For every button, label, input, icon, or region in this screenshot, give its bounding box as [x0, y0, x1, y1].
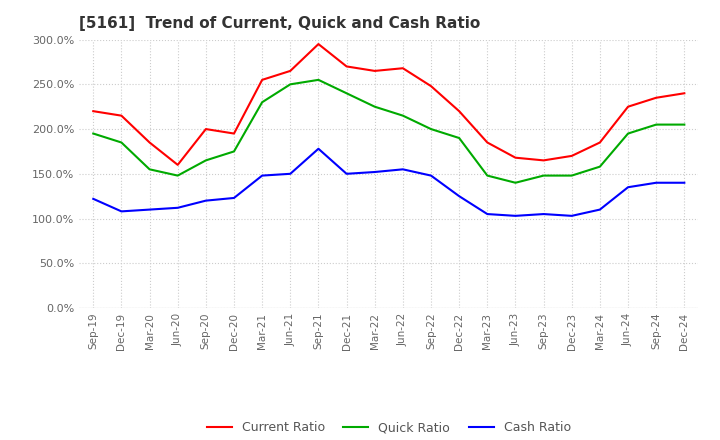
Cash Ratio	[342, 171, 351, 176]
Cash Ratio	[202, 198, 210, 203]
Cash Ratio	[258, 173, 266, 178]
Quick Ratio	[174, 173, 182, 178]
Cash Ratio	[427, 173, 436, 178]
Cash Ratio	[174, 205, 182, 210]
Text: [5161]  Trend of Current, Quick and Cash Ratio: [5161] Trend of Current, Quick and Cash …	[79, 16, 480, 32]
Cash Ratio	[511, 213, 520, 219]
Current Ratio	[202, 126, 210, 132]
Quick Ratio	[399, 113, 408, 118]
Current Ratio	[399, 66, 408, 71]
Quick Ratio	[511, 180, 520, 185]
Current Ratio	[624, 104, 632, 109]
Current Ratio	[286, 68, 294, 73]
Quick Ratio	[455, 136, 464, 141]
Cash Ratio	[117, 209, 126, 214]
Quick Ratio	[595, 164, 604, 169]
Current Ratio	[511, 155, 520, 160]
Quick Ratio	[202, 158, 210, 163]
Cash Ratio	[595, 207, 604, 212]
Current Ratio	[427, 84, 436, 89]
Current Ratio	[342, 64, 351, 69]
Current Ratio	[314, 41, 323, 47]
Quick Ratio	[89, 131, 98, 136]
Cash Ratio	[399, 167, 408, 172]
Quick Ratio	[286, 82, 294, 87]
Cash Ratio	[652, 180, 660, 185]
Quick Ratio	[314, 77, 323, 82]
Cash Ratio	[314, 146, 323, 151]
Current Ratio	[680, 91, 688, 96]
Quick Ratio	[258, 99, 266, 105]
Quick Ratio	[539, 173, 548, 178]
Current Ratio	[567, 153, 576, 158]
Line: Quick Ratio: Quick Ratio	[94, 80, 684, 183]
Current Ratio	[145, 140, 154, 145]
Cash Ratio	[89, 196, 98, 202]
Cash Ratio	[624, 184, 632, 190]
Cash Ratio	[230, 195, 238, 201]
Quick Ratio	[230, 149, 238, 154]
Quick Ratio	[427, 126, 436, 132]
Cash Ratio	[286, 171, 294, 176]
Current Ratio	[652, 95, 660, 100]
Current Ratio	[455, 109, 464, 114]
Quick Ratio	[483, 173, 492, 178]
Current Ratio	[230, 131, 238, 136]
Current Ratio	[89, 109, 98, 114]
Current Ratio	[258, 77, 266, 82]
Quick Ratio	[370, 104, 379, 109]
Quick Ratio	[652, 122, 660, 127]
Cash Ratio	[483, 211, 492, 216]
Quick Ratio	[145, 167, 154, 172]
Cash Ratio	[145, 207, 154, 212]
Line: Cash Ratio: Cash Ratio	[94, 149, 684, 216]
Cash Ratio	[539, 211, 548, 216]
Quick Ratio	[680, 122, 688, 127]
Cash Ratio	[455, 194, 464, 199]
Current Ratio	[595, 140, 604, 145]
Quick Ratio	[624, 131, 632, 136]
Quick Ratio	[342, 91, 351, 96]
Current Ratio	[370, 68, 379, 73]
Cash Ratio	[370, 169, 379, 175]
Cash Ratio	[680, 180, 688, 185]
Current Ratio	[117, 113, 126, 118]
Legend: Current Ratio, Quick Ratio, Cash Ratio: Current Ratio, Quick Ratio, Cash Ratio	[202, 416, 576, 439]
Cash Ratio	[567, 213, 576, 219]
Quick Ratio	[567, 173, 576, 178]
Line: Current Ratio: Current Ratio	[94, 44, 684, 165]
Quick Ratio	[117, 140, 126, 145]
Current Ratio	[483, 140, 492, 145]
Current Ratio	[539, 158, 548, 163]
Current Ratio	[174, 162, 182, 168]
